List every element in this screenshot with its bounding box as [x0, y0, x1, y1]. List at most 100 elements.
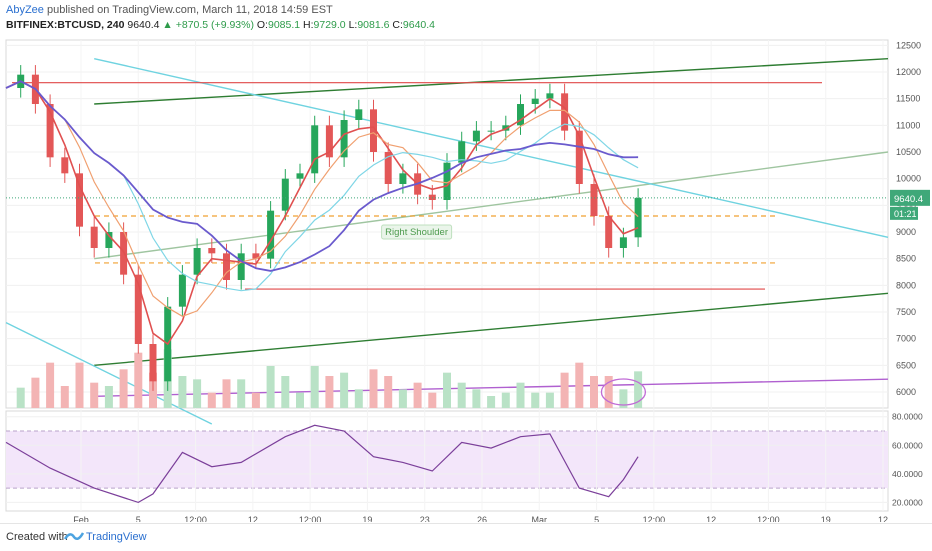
rsi-tick-label-2: 60.0000 — [892, 440, 923, 450]
candle-body-9 — [134, 274, 142, 344]
volume-bar-23 — [340, 372, 349, 408]
low-label: L: — [348, 19, 358, 31]
right-shoulder-label: Right Shoulder — [385, 227, 448, 238]
volume-bar-5 — [75, 362, 84, 408]
candle-body-6 — [90, 226, 98, 248]
volume-bar-27 — [398, 389, 407, 408]
time-tick-label-0: Feb — [73, 515, 89, 522]
support-line — [5, 322, 213, 425]
time-tick-label-14: 12 — [878, 515, 888, 522]
author-name[interactable]: AbyZee — [6, 4, 44, 16]
volume-bar-8 — [119, 369, 128, 408]
volume-bar-42 — [619, 389, 628, 408]
right-shoulder-annotation: Right Shoulder — [381, 224, 453, 240]
volume-bar-14 — [207, 392, 216, 408]
time-tick-label-3: 12 — [248, 515, 258, 522]
candle-body-36 — [531, 98, 539, 104]
time-tick-label-8: Mar — [532, 515, 548, 522]
volume-bar-33 — [487, 396, 496, 408]
tradingview-brand[interactable]: TradingView — [86, 531, 147, 543]
volume-bar-32 — [472, 389, 481, 408]
volume-bar-21 — [310, 366, 319, 408]
price-tick-label-1: 6500 — [896, 360, 916, 370]
candle-body-26 — [384, 152, 392, 184]
candle-body-21 — [311, 125, 319, 174]
candle-body-15 — [223, 253, 230, 280]
volume-bar-7 — [104, 386, 113, 408]
rsi-tick-label-0: 20.0000 — [892, 497, 923, 507]
volume-bar-31 — [457, 382, 466, 408]
change-value: +870.5 (+9.93%) — [175, 19, 254, 31]
price-tick-label-8: 10000 — [896, 174, 921, 184]
volume-bar-28 — [413, 382, 422, 408]
candle-body-14 — [208, 248, 216, 254]
low-value: 9081.6 — [357, 19, 390, 31]
falling-resistance-line — [94, 57, 889, 239]
upper-trendline — [94, 57, 889, 105]
time-tick-label-6: 23 — [420, 515, 430, 522]
volume-bar-20 — [296, 392, 304, 408]
price-tick-label-13: 12500 — [896, 40, 921, 50]
time-tick-label-10: 12:00 — [643, 515, 666, 522]
volume-bar-34 — [501, 392, 510, 408]
candle-body-43 — [634, 197, 642, 238]
rsi-band — [6, 431, 888, 489]
rsi-tick-label-3: 80.0000 — [892, 412, 923, 422]
middle-trendline — [94, 151, 889, 260]
volume-bar-25 — [369, 369, 378, 408]
countdown-label: 01:21 — [894, 209, 917, 219]
ma-medium-line — [5, 80, 639, 317]
volume-bar-16 — [237, 379, 246, 408]
last-value: 9640.4 — [127, 19, 160, 31]
volume-bar-18 — [266, 366, 275, 408]
last-price-label: 9640.4 — [894, 194, 923, 205]
candle-body-38 — [561, 93, 569, 131]
candle-body-25 — [370, 109, 377, 152]
candle-body-13 — [193, 248, 201, 275]
volume-bar-39 — [575, 362, 584, 408]
volume-bar-37 — [545, 392, 554, 408]
volume-bar-13 — [193, 379, 202, 408]
candle-body-12 — [178, 274, 186, 307]
candle-body-41 — [605, 216, 613, 248]
volume-bar-2 — [31, 377, 40, 408]
candle-body-10 — [149, 344, 157, 382]
symbol: BITFINEX:BTCUSD, 240 — [6, 19, 125, 31]
volume-bar-22 — [325, 376, 334, 408]
price-tick-label-5: 8500 — [896, 254, 916, 264]
candle-body-39 — [575, 130, 583, 184]
high-value: 9729.0 — [313, 19, 346, 31]
candle-body-35 — [517, 104, 524, 126]
volume-bar-29 — [428, 392, 437, 408]
candle-body-4 — [61, 157, 69, 174]
volume-bar-38 — [560, 372, 569, 408]
volume-bar-26 — [384, 376, 393, 408]
volume-bar-24 — [354, 389, 363, 408]
volume-bar-3 — [46, 362, 55, 408]
time-tick-label-1: 5 — [136, 515, 141, 522]
time-tick-label-9: 5 — [594, 515, 599, 522]
time-tick-label-12: 12:00 — [757, 515, 780, 522]
candle-body-19 — [281, 178, 289, 211]
price-tick-label-11: 11500 — [896, 94, 920, 104]
rsi-line — [5, 424, 639, 504]
volume-bar-1 — [16, 387, 25, 408]
price-tick-label-4: 8000 — [896, 280, 916, 290]
rsi-tick-label-1: 40.0000 — [892, 469, 923, 479]
volume-bar-12 — [178, 376, 187, 408]
candle-body-5 — [76, 173, 83, 227]
countdown-tag — [890, 206, 918, 220]
ma-fast-line — [5, 80, 639, 346]
price-tick-label-9: 10500 — [896, 147, 921, 157]
price-tick-label-6: 9000 — [896, 227, 916, 237]
candle-body-22 — [325, 125, 333, 158]
ma-long-line — [5, 80, 639, 272]
candle-body-37 — [546, 93, 554, 99]
price-chart[interactable]: 6000650070007500800085009000950010000105… — [0, 34, 932, 522]
candle-body-7 — [105, 232, 113, 248]
candle-body-3 — [46, 104, 54, 158]
candle-body-42 — [619, 237, 627, 248]
volume-bar-40 — [590, 376, 598, 408]
volume-bar-4 — [60, 386, 69, 408]
price-tick-label-3: 7500 — [896, 307, 916, 317]
